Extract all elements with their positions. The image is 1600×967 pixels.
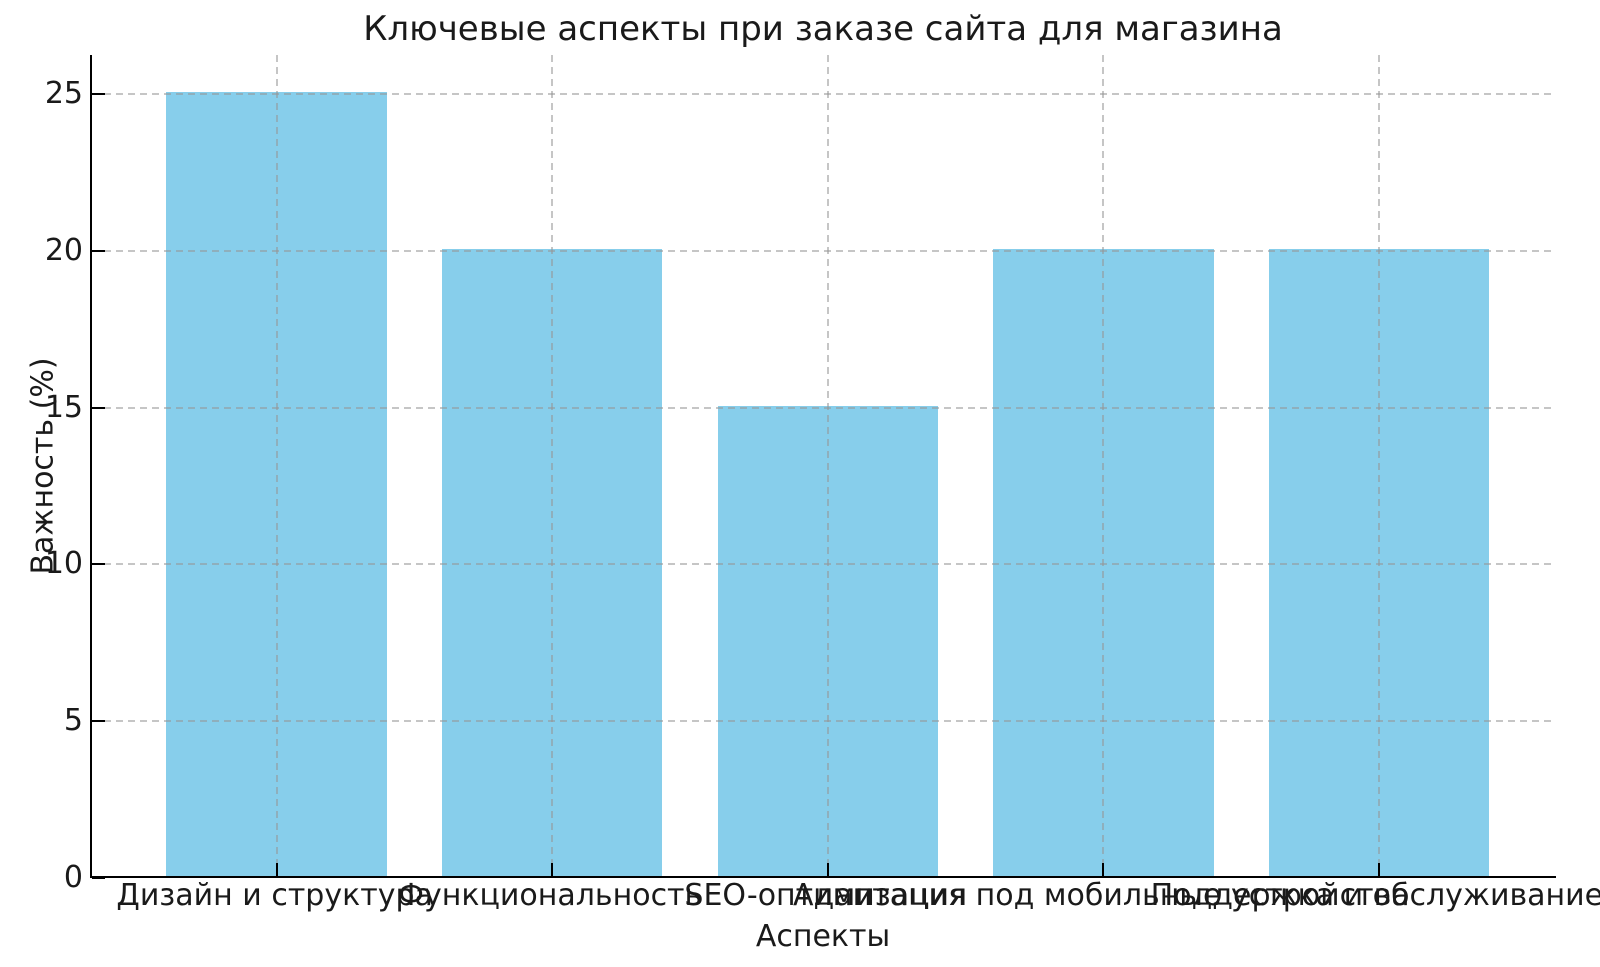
y-tick-25 [92, 93, 105, 96]
x-tick-label-0: Дизайн и структура [116, 878, 433, 913]
x-tick-label-2: SEO-оптимизация [684, 878, 968, 913]
y-gridline-15 [92, 406, 1556, 409]
y-tick-20 [92, 249, 105, 252]
y-tick-10 [92, 563, 105, 566]
y-gridline-25 [92, 93, 1556, 96]
x-tick-label-3: Адаптация под мобильные устройства [792, 878, 1410, 913]
y-tick-label-20: 20 [44, 232, 83, 268]
y-gridline-20 [92, 249, 1556, 252]
y-tick-label-10: 10 [44, 546, 83, 582]
x-tick-3 [1102, 863, 1105, 876]
x-tick-2 [826, 863, 829, 876]
x-tick-0 [275, 863, 278, 876]
y-tick-label-0: 0 [63, 860, 83, 895]
y-tick-label-5: 5 [63, 703, 83, 739]
y-tick-label-25: 25 [44, 76, 83, 112]
y-tick-15 [92, 406, 105, 409]
y-gridline-10 [92, 563, 1556, 566]
x-tick-label-1: Функциональность [398, 878, 703, 913]
x-gridline-4 [1377, 55, 1380, 876]
plot-area [90, 55, 1556, 879]
y-tick-label-15: 15 [44, 389, 83, 425]
x-tick-label-4: Поддержка и обслуживание [1150, 878, 1600, 913]
y-tick-0 [92, 877, 105, 879]
x-gridline-2 [826, 55, 829, 876]
x-axis-label: Аспекты [755, 919, 891, 954]
x-gridline-0 [275, 55, 278, 876]
y-gridline-5 [92, 720, 1556, 723]
y-tick-5 [92, 720, 105, 723]
chart-title: Ключевые аспекты при заказе сайта для ма… [363, 9, 1283, 49]
x-tick-1 [551, 863, 554, 876]
x-tick-4 [1377, 863, 1380, 876]
x-gridline-3 [1102, 55, 1105, 876]
x-gridline-1 [551, 55, 554, 876]
